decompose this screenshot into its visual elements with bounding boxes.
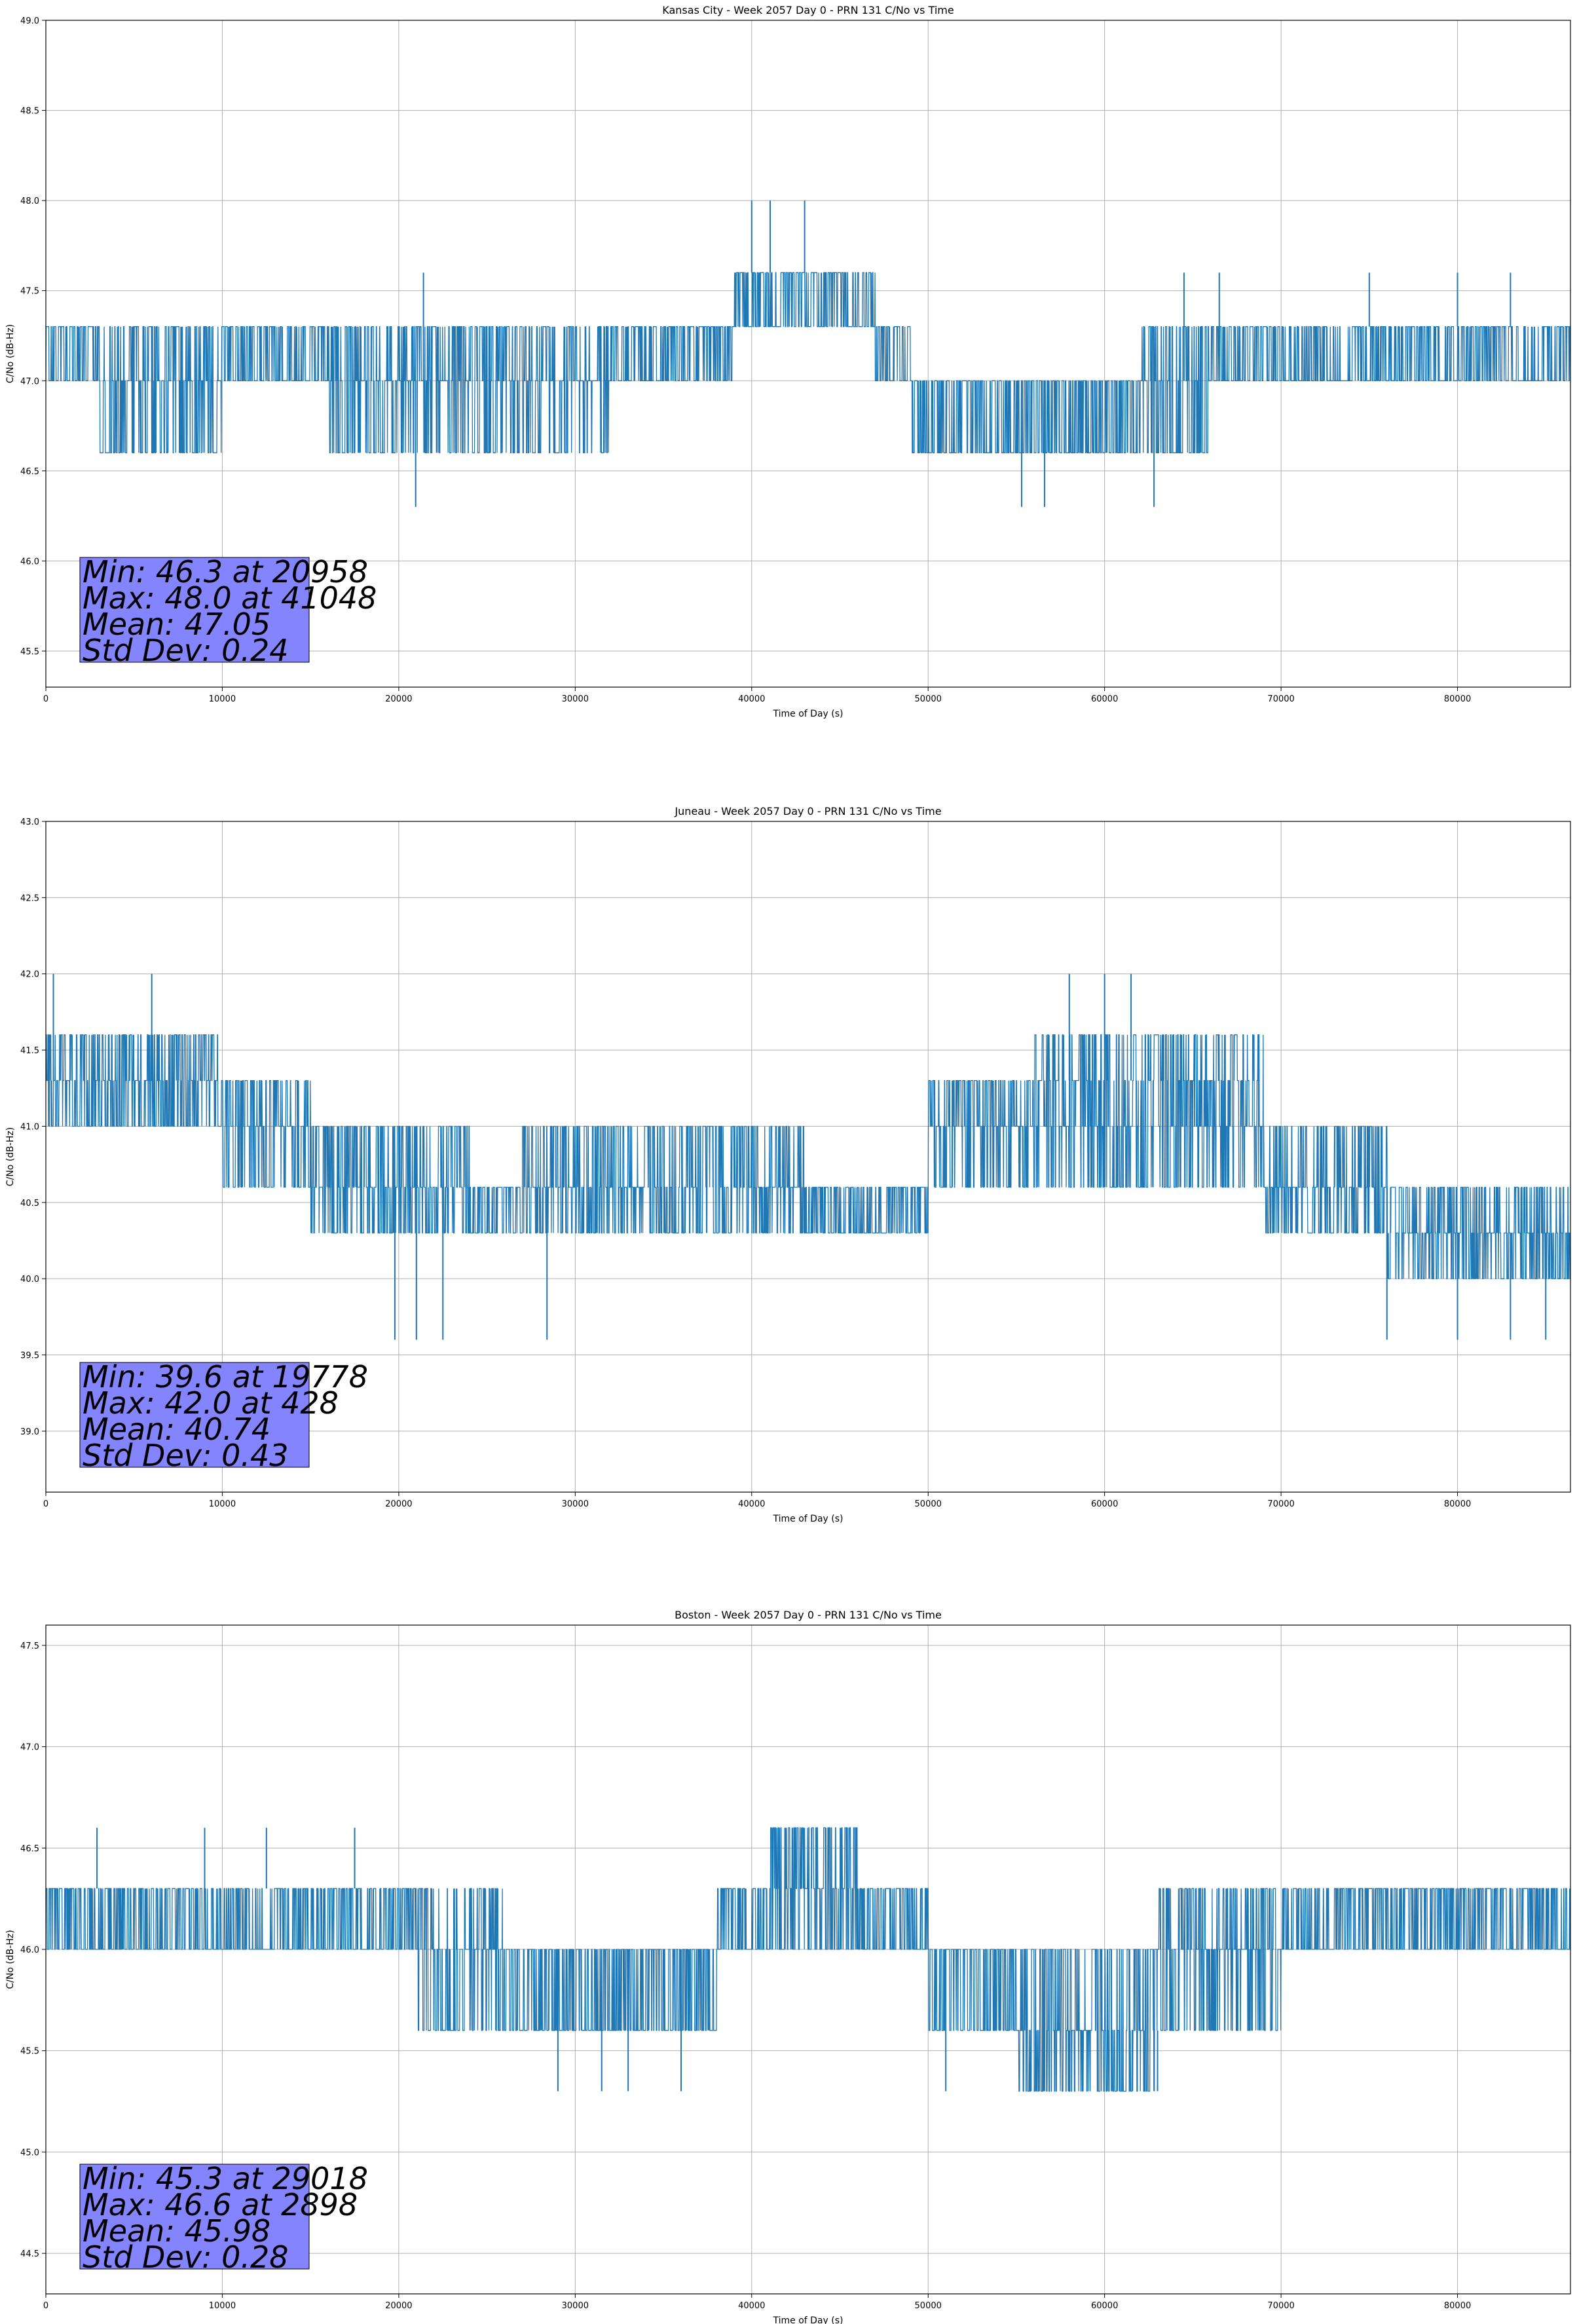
x-tick-label: 20000 bbox=[385, 2301, 412, 2311]
y-axis-label: C/No (dB-Hz) bbox=[5, 324, 16, 383]
x-tick-label: 80000 bbox=[1444, 694, 1471, 704]
x-tick-label: 40000 bbox=[738, 694, 765, 704]
x-tick-label: 10000 bbox=[209, 1499, 236, 1509]
x-tick-label: 40000 bbox=[738, 1499, 765, 1509]
x-axis-label: Time of Day (s) bbox=[773, 709, 844, 719]
chart-title: Juneau - Week 2057 Day 0 - PRN 131 C/No … bbox=[674, 805, 941, 817]
y-axis-label: C/No (dB-Hz) bbox=[5, 1930, 16, 1989]
x-tick-label: 0 bbox=[43, 2301, 48, 2311]
stats-line: Max: 46.6 at 2898 bbox=[83, 2187, 358, 2222]
x-tick-label: 30000 bbox=[562, 2301, 589, 2311]
stats-box bbox=[79, 557, 310, 663]
y-tick-label: 49.0 bbox=[20, 16, 39, 26]
x-tick-label: 10000 bbox=[209, 694, 236, 704]
stats-line: Std Dev: 0.28 bbox=[83, 2240, 289, 2275]
x-tick-label: 0 bbox=[43, 694, 48, 704]
y-tick-label: 47.0 bbox=[20, 377, 39, 386]
chart-panel: 0 10000 20000 30000 40000 50000 60000 70000 8000… bbox=[5, 805, 1571, 1524]
y-tick-label: 46.0 bbox=[20, 557, 39, 567]
chart-panel: 0 10000 20000 30000 40000 50000 60000 70000 8000… bbox=[5, 1609, 1571, 2324]
x-tick-label: 50000 bbox=[915, 2301, 942, 2311]
x-tick-label: 20000 bbox=[385, 694, 412, 704]
stats-line: Min: 46.3 at 20958 bbox=[83, 554, 368, 590]
y-tick-label: 44.5 bbox=[20, 2249, 39, 2259]
y-tick-label: 40.0 bbox=[20, 1275, 39, 1284]
y-tick-label: 42.0 bbox=[20, 970, 39, 980]
plot-frame bbox=[45, 1624, 1571, 2295]
y-tick-label: 46.5 bbox=[20, 1844, 39, 1854]
x-tick-label: 80000 bbox=[1444, 1499, 1471, 1509]
y-tick-label: 43.0 bbox=[20, 817, 39, 827]
x-tick-label: 60000 bbox=[1091, 1499, 1118, 1509]
y-tick-label: 39.5 bbox=[20, 1351, 39, 1361]
x-tick-label: 70000 bbox=[1267, 1499, 1294, 1509]
x-tick-label: 10000 bbox=[209, 2301, 236, 2311]
plot-frame bbox=[45, 20, 1571, 688]
y-tick-label: 45.0 bbox=[20, 2148, 39, 2158]
y-tick-label: 39.0 bbox=[20, 1427, 39, 1437]
y-tick-label: 46.5 bbox=[20, 467, 39, 477]
x-tick-label: 50000 bbox=[915, 694, 942, 704]
y-tick-label: 41.0 bbox=[20, 1122, 39, 1132]
y-tick-label: 47.5 bbox=[20, 1641, 39, 1651]
series-line bbox=[46, 1034, 1570, 1279]
x-tick-label: 0 bbox=[43, 1499, 48, 1509]
x-tick-label: 70000 bbox=[1267, 2301, 1294, 2311]
stats-line: Max: 42.0 at 428 bbox=[83, 1385, 339, 1421]
x-tick-label: 80000 bbox=[1444, 2301, 1471, 2311]
stats-line: Std Dev: 0.24 bbox=[83, 633, 289, 668]
y-axis-label: C/No (dB-Hz) bbox=[5, 1127, 16, 1186]
stats-box bbox=[79, 1362, 310, 1468]
stats-line: Mean: 40.74 bbox=[83, 1412, 270, 1447]
y-tick-label: 48.0 bbox=[20, 197, 39, 206]
x-tick-label: 60000 bbox=[1091, 694, 1118, 704]
chart-title: Kansas City - Week 2057 Day 0 - PRN 131 … bbox=[662, 4, 954, 16]
y-tick-label: 47.0 bbox=[20, 1743, 39, 1753]
x-axis-label: Time of Day (s) bbox=[773, 1514, 844, 1524]
stats-line: Min: 45.3 at 29018 bbox=[83, 2161, 368, 2196]
x-tick-label: 50000 bbox=[915, 1499, 942, 1509]
y-tick-label: 40.5 bbox=[20, 1199, 39, 1209]
y-tick-label: 48.5 bbox=[20, 107, 39, 117]
stats-line: Mean: 45.98 bbox=[83, 2213, 270, 2249]
x-tick-label: 30000 bbox=[562, 694, 589, 704]
y-tick-label: 41.5 bbox=[20, 1046, 39, 1056]
y-tick-label: 47.5 bbox=[20, 287, 39, 297]
x-tick-label: 60000 bbox=[1091, 2301, 1118, 2311]
chart-title: Boston - Week 2057 Day 0 - PRN 131 C/No … bbox=[675, 1609, 942, 1621]
chart-panel: 0 10000 20000 30000 40000 50000 60000 70000 8000… bbox=[5, 4, 1571, 719]
stats-line: Std Dev: 0.43 bbox=[83, 1438, 289, 1473]
x-tick-label: 20000 bbox=[385, 1499, 412, 1509]
y-tick-label: 45.5 bbox=[20, 647, 39, 657]
series-line bbox=[46, 1827, 1570, 2092]
stats-box bbox=[79, 2164, 310, 2270]
stats-line: Mean: 47.05 bbox=[83, 607, 270, 642]
plot-frame bbox=[45, 821, 1571, 1493]
stats-line: Min: 39.6 at 19778 bbox=[83, 1359, 368, 1395]
x-tick-label: 30000 bbox=[562, 1499, 589, 1509]
series-line bbox=[46, 272, 1570, 453]
y-tick-label: 45.5 bbox=[20, 2047, 39, 2057]
y-tick-label: 46.0 bbox=[20, 1945, 39, 1955]
stats-line: Max: 48.0 at 41048 bbox=[83, 580, 377, 616]
y-tick-label: 42.5 bbox=[20, 893, 39, 903]
x-tick-label: 40000 bbox=[738, 2301, 765, 2311]
x-tick-label: 70000 bbox=[1267, 694, 1294, 704]
x-axis-label: Time of Day (s) bbox=[773, 2315, 844, 2324]
